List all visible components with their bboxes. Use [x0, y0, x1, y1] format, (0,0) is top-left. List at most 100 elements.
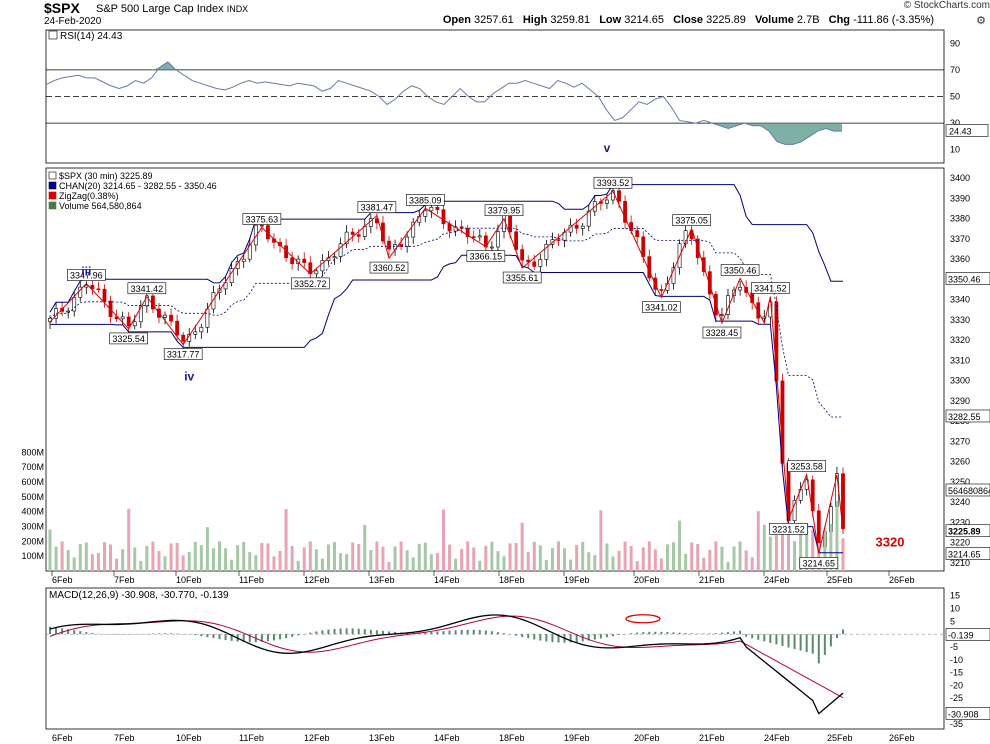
- zigzag-label: 3350.46: [724, 265, 757, 275]
- macd-histogram-bar: [333, 628, 336, 635]
- volume-bar: [605, 543, 609, 571]
- candle-body: [387, 240, 391, 250]
- macd-histogram-bar: [829, 634, 832, 647]
- ohlc-stats: Open 3257.61 High 3259.81 Low 3214.65 Cl…: [442, 14, 934, 26]
- macd-histogram-bar: [85, 632, 88, 635]
- volume-bar: [629, 545, 633, 571]
- volume-bar: [829, 523, 833, 571]
- rsi-current-tag-box: [945, 124, 989, 137]
- price-right-tag: 564680864: [948, 486, 990, 496]
- volume-bar: [121, 549, 125, 571]
- x-axis-label: 12Feb: [304, 575, 330, 585]
- macd-histogram-bar: [363, 629, 366, 635]
- candle-body: [707, 271, 712, 295]
- candle-body: [429, 206, 434, 212]
- macd-histogram-bar: [472, 629, 475, 635]
- macd-histogram-bar: [714, 633, 717, 635]
- price-right-tag-box: [945, 483, 990, 497]
- volume-bar: [472, 547, 476, 571]
- x-axis-label: 18Feb: [499, 575, 525, 585]
- price-panel: 3400339033803370336033503340333033203310…: [21, 141, 990, 585]
- zigzag-label-box: [67, 269, 106, 281]
- volume-bar: [78, 543, 82, 571]
- candle-body: [72, 297, 77, 312]
- candle-body: [211, 292, 216, 310]
- candle-body: [520, 249, 525, 261]
- macd-histogram-bar: [618, 634, 621, 636]
- macd-histogram-bar: [121, 634, 124, 635]
- volume-bar: [417, 543, 421, 571]
- zigzag-label-box: [720, 264, 760, 276]
- zigzag-label-box: [163, 348, 203, 360]
- macd-histogram-bar: [170, 633, 173, 635]
- x-axis-label: 13Feb: [369, 575, 395, 585]
- candle-body: [241, 258, 246, 262]
- volume-bar: [478, 560, 482, 571]
- macd-histogram-bar: [799, 634, 802, 651]
- zigzag-label: 3393.52: [597, 178, 630, 188]
- macd-histogram-bar: [303, 634, 306, 635]
- macd-histogram-bar: [527, 634, 530, 639]
- volume-bar: [205, 527, 209, 571]
- macd-histogram-bar: [218, 634, 221, 640]
- candle-body: [574, 224, 579, 229]
- wave-annotation: iv: [184, 370, 194, 384]
- volume-bar: [496, 551, 500, 571]
- macd-histogram-bar: [630, 633, 633, 635]
- macd-histogram-bar: [515, 634, 518, 636]
- candle-body: [816, 510, 821, 547]
- rsi-tick-label: 50: [950, 92, 960, 102]
- macd-histogram-bar: [430, 631, 433, 635]
- volume-bar: [460, 549, 464, 571]
- candle-body: [405, 236, 410, 247]
- macd-histogram-bar: [394, 631, 397, 635]
- wave-annotation: v: [604, 141, 611, 155]
- macd-line: [49, 614, 844, 715]
- price-tick-label: 3230: [950, 517, 970, 527]
- macd-histogram-bar: [279, 634, 282, 640]
- zigzag-label: 3341.42: [131, 284, 164, 294]
- volume-bar: [684, 553, 688, 571]
- macd-histogram-bar: [496, 632, 499, 635]
- macd-histogram-bar: [260, 634, 263, 642]
- x-axis-label: 10Feb: [176, 575, 202, 585]
- macd-histogram-bar: [666, 632, 669, 635]
- volume-tick-label: 500M: [21, 492, 44, 502]
- zigzag-label-box: [799, 557, 839, 569]
- candle-body: [163, 314, 167, 318]
- rsi-legend-box: [48, 30, 58, 40]
- macd-histogram-bar: [194, 634, 197, 636]
- candle-body: [477, 235, 482, 238]
- zigzag-label-box: [466, 250, 506, 262]
- macd-histogram-bar: [315, 631, 318, 635]
- price-right-tag-box: [945, 272, 990, 285]
- chart-date: 24-Feb-2020: [44, 16, 102, 27]
- volume-tick-label: 200M: [21, 536, 44, 546]
- symbol: $SPX: [44, 0, 80, 16]
- candle-body: [302, 258, 307, 264]
- macd-histogram-bar: [375, 630, 378, 635]
- macd-x-axis-label: 19Feb: [564, 733, 590, 743]
- volume-bar: [236, 545, 240, 571]
- volume-bar: [242, 541, 246, 571]
- candle-body: [193, 331, 198, 335]
- volume-tick-label: 400M: [21, 507, 44, 517]
- volume-bar: [290, 545, 294, 571]
- macd-histogram-bar: [206, 634, 209, 638]
- macd-histogram-bar: [266, 634, 269, 642]
- wave-annotation: iii: [81, 264, 91, 278]
- volume-bar: [145, 545, 149, 571]
- macd-histogram-bar: [466, 629, 469, 635]
- zigzag-label-box: [290, 277, 330, 290]
- candle-body: [774, 301, 779, 382]
- macd-x-axis-label: 18Feb: [499, 733, 525, 743]
- macd-x-axis-label: 24Feb: [764, 733, 790, 743]
- candle-body: [126, 316, 131, 327]
- settings-icon[interactable]: ⚙: [976, 15, 986, 27]
- volume-bar: [484, 545, 488, 571]
- volume-bar: [556, 541, 560, 571]
- macd-histogram-bar: [357, 628, 360, 635]
- price-tick-label: 3220: [950, 538, 970, 548]
- candle-body: [792, 500, 797, 521]
